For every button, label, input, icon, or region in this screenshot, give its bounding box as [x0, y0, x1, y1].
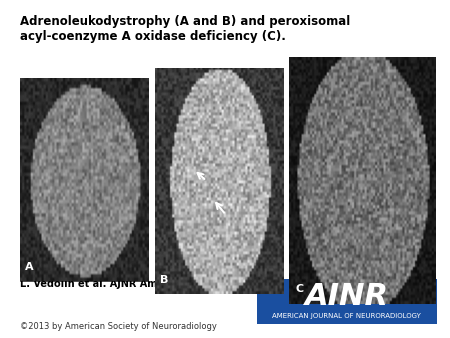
- FancyBboxPatch shape: [256, 279, 436, 324]
- Text: ©2013 by American Society of Neuroradiology: ©2013 by American Society of Neuroradiol…: [20, 322, 217, 331]
- Text: AINR: AINR: [305, 282, 388, 311]
- FancyBboxPatch shape: [20, 78, 148, 281]
- Text: L. Vedolin et al. AJNR Am J Neuroradiol 2013;34:925-934: L. Vedolin et al. AJNR Am J Neuroradiol …: [20, 279, 329, 289]
- Text: Adrenoleukodystrophy (A and B) and peroxisomal acyl-coenzyme A oxidase deficienc: Adrenoleukodystrophy (A and B) and perox…: [20, 15, 351, 43]
- Text: AMERICAN JOURNAL OF NEURORADIOLOGY: AMERICAN JOURNAL OF NEURORADIOLOGY: [272, 313, 421, 319]
